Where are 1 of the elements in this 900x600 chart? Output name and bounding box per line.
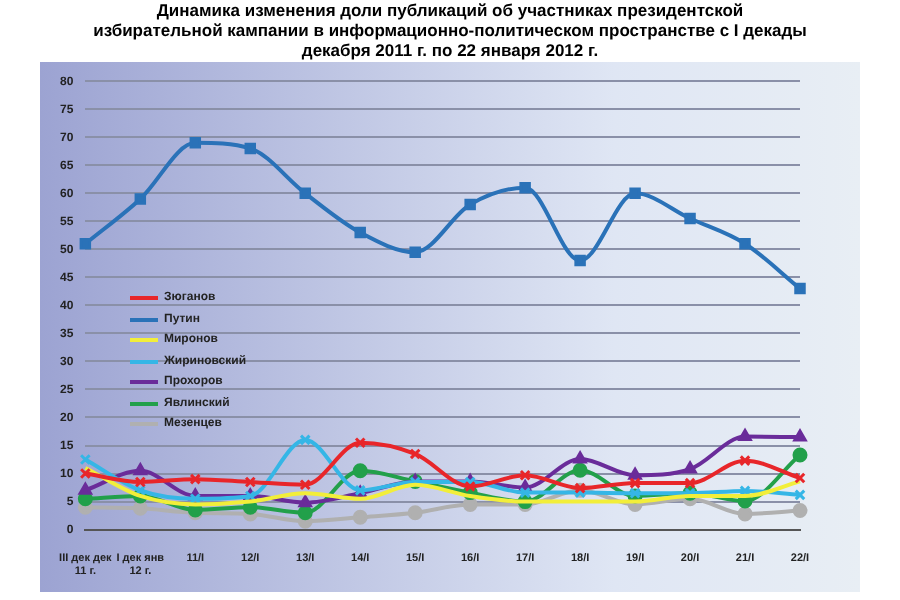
chart-title: Динамика изменения доли публикаций об участниках президентской избирательной кампании в информационно-политическом пространстве с I декады декабря 2011 г. по 22 января 2012 г. (91, 0, 809, 60)
